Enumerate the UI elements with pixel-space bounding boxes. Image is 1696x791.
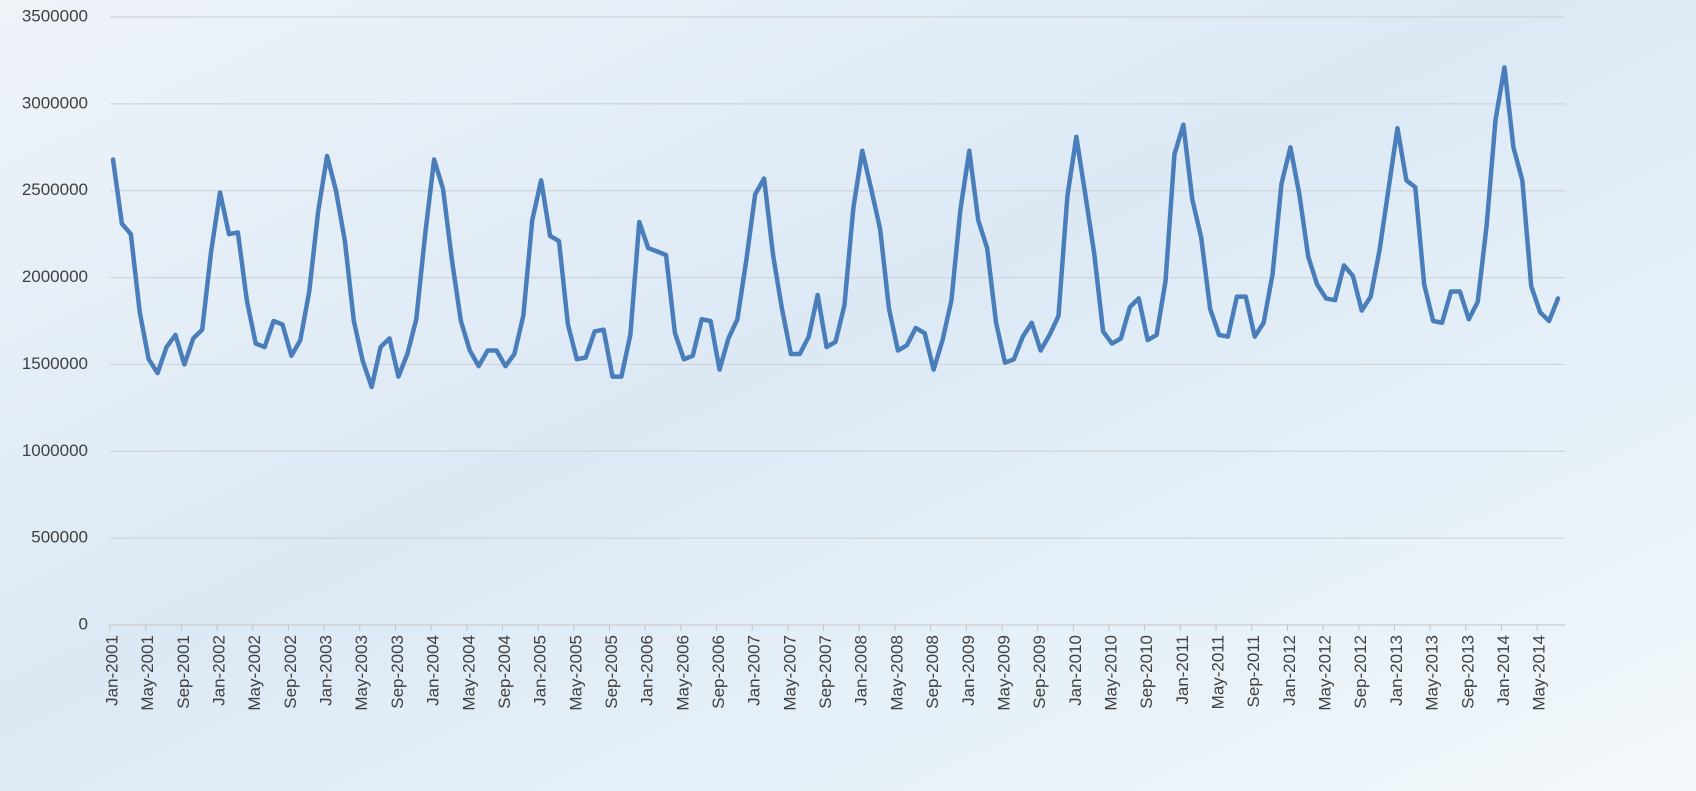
y-tick-label: 1000000 [22, 441, 88, 460]
x-tick-label: Sep-2012 [1351, 635, 1370, 709]
x-tick-label: Sep-2007 [816, 635, 835, 709]
x-tick-label: May-2003 [352, 635, 371, 711]
x-tick-label: Jan-2006 [638, 635, 657, 706]
x-tick-label: May-2011 [1209, 635, 1228, 709]
x-tick-label: May-2008 [887, 635, 906, 711]
x-tick-label: Jan-2007 [745, 635, 764, 706]
x-tick-label: Jan-2002 [210, 635, 229, 706]
x-tick-label: Jan-2011 [1173, 635, 1192, 705]
x-tick-label: May-2009 [994, 635, 1013, 711]
x-tick-label: Sep-2003 [388, 635, 407, 709]
x-tick-label: Sep-2001 [174, 635, 193, 709]
x-tick-label: Jan-2014 [1494, 635, 1513, 706]
y-tick-label: 2000000 [22, 267, 88, 286]
x-tick-label: Sep-2010 [1137, 635, 1156, 709]
x-tick-label: Jan-2003 [317, 635, 336, 706]
x-tick-label: Sep-2008 [923, 635, 942, 709]
x-tick-label: May-2005 [566, 635, 585, 711]
x-tick-label: Sep-2009 [1030, 635, 1049, 709]
x-tick-label: Sep-2006 [709, 635, 728, 709]
x-tick-label: May-2012 [1316, 635, 1335, 711]
y-tick-label: 2500000 [22, 180, 88, 199]
x-tick-label: Jan-2008 [852, 635, 871, 706]
x-tick-label: May-2010 [1101, 635, 1120, 711]
x-tick-label: May-2014 [1530, 635, 1549, 711]
x-tick-label: May-2004 [459, 635, 478, 711]
page: 0 500000 1000000 1500000 2000000 2500000 30000… [0, 0, 1696, 791]
x-tick-label: Jan-2009 [959, 635, 978, 706]
y-tick-label: 3000000 [22, 93, 88, 112]
y-tick-label: 1500000 [22, 354, 88, 373]
x-tick-label: May-2001 [138, 635, 157, 711]
x-tick-label: Jan-2001 [102, 635, 121, 706]
x-tick-label: May-2007 [780, 635, 799, 711]
x-tick-label: Jan-2013 [1387, 635, 1406, 706]
x-tick-label: Sep-2011 [1244, 635, 1263, 707]
x-tick-label: Sep-2005 [602, 635, 621, 709]
y-tick-label: 500000 [31, 528, 88, 547]
chart: 0 500000 1000000 1500000 2000000 2500000 30000… [0, 0, 1696, 791]
x-tick-label: Jan-2004 [424, 635, 443, 706]
x-tick-label: Jan-2010 [1066, 635, 1085, 706]
x-tick-label: Sep-2013 [1458, 635, 1477, 709]
x-tick-label: Sep-2004 [495, 635, 514, 709]
x-tick-label: Jan-2005 [531, 635, 550, 706]
y-tick-label: 3500000 [22, 6, 88, 25]
x-tick-label: May-2013 [1423, 635, 1442, 711]
x-tick-label: May-2006 [673, 635, 692, 711]
y-tick-label: 0 [79, 614, 88, 633]
x-tick-label: May-2002 [245, 635, 264, 711]
x-tick-label: Jan-2012 [1280, 635, 1299, 706]
x-tick-label: Sep-2002 [281, 635, 300, 709]
